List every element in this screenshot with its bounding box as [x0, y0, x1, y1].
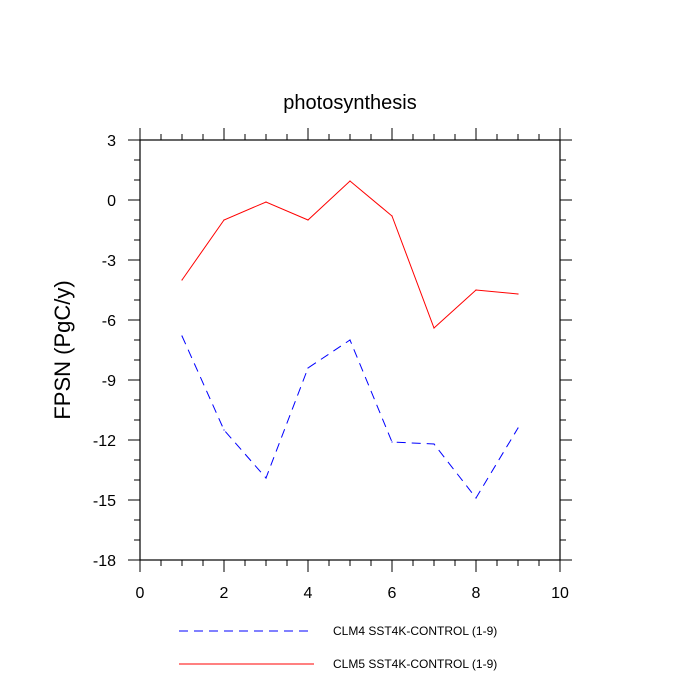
legend-label-1: CLM4 SST4K-CONTROL (1-9) — [333, 624, 497, 638]
y-axis-label: FPSN (PgC/y) — [50, 280, 75, 419]
legend: CLM4 SST4K-CONTROL (1-9) CLM5 SST4K-CONTR… — [179, 624, 497, 671]
data-point — [475, 289, 477, 291]
y-tick-label: -18 — [93, 553, 116, 570]
data-point — [391, 441, 393, 443]
data-point — [349, 180, 351, 182]
data-point — [433, 443, 435, 445]
axis-ticks: 0 2 4 6 8 10 3 0 -3 -6 -9 -12 -15 -18 — [93, 128, 572, 602]
data-point — [307, 219, 309, 221]
series-line-1 — [181, 335, 519, 499]
data-point — [475, 497, 477, 499]
data-point — [265, 477, 267, 479]
y-tick-label: 3 — [107, 133, 116, 150]
series-line-2 — [181, 180, 519, 329]
y-tick-label: 0 — [107, 193, 116, 210]
y-tick-label: -3 — [102, 253, 116, 270]
data-point — [265, 201, 267, 203]
x-tick-label: 2 — [220, 585, 229, 602]
chart-title: photosynthesis — [283, 92, 416, 114]
data-point — [223, 429, 225, 431]
y-tick-label: -9 — [102, 373, 116, 390]
y-tick-label: -12 — [93, 433, 116, 450]
data-point — [391, 215, 393, 217]
y-tick-label: -6 — [102, 313, 116, 330]
data-point — [349, 339, 351, 341]
data-point — [181, 279, 183, 281]
x-tick-label: 0 — [136, 585, 145, 602]
data-point — [517, 293, 519, 295]
data-point — [307, 367, 309, 369]
series-lines — [181, 180, 519, 499]
x-tick-label: 4 — [304, 585, 313, 602]
data-point — [517, 427, 519, 429]
y-tick-label: -15 — [93, 493, 116, 510]
x-tick-label: 10 — [551, 585, 569, 602]
plot-frame — [139, 139, 561, 561]
data-point — [223, 219, 225, 221]
data-point — [181, 335, 183, 337]
legend-label-2: CLM5 SST4K-CONTROL (1-9) — [333, 657, 497, 671]
x-tick-label: 8 — [472, 585, 481, 602]
data-point — [433, 327, 435, 329]
x-tick-label: 6 — [388, 585, 397, 602]
